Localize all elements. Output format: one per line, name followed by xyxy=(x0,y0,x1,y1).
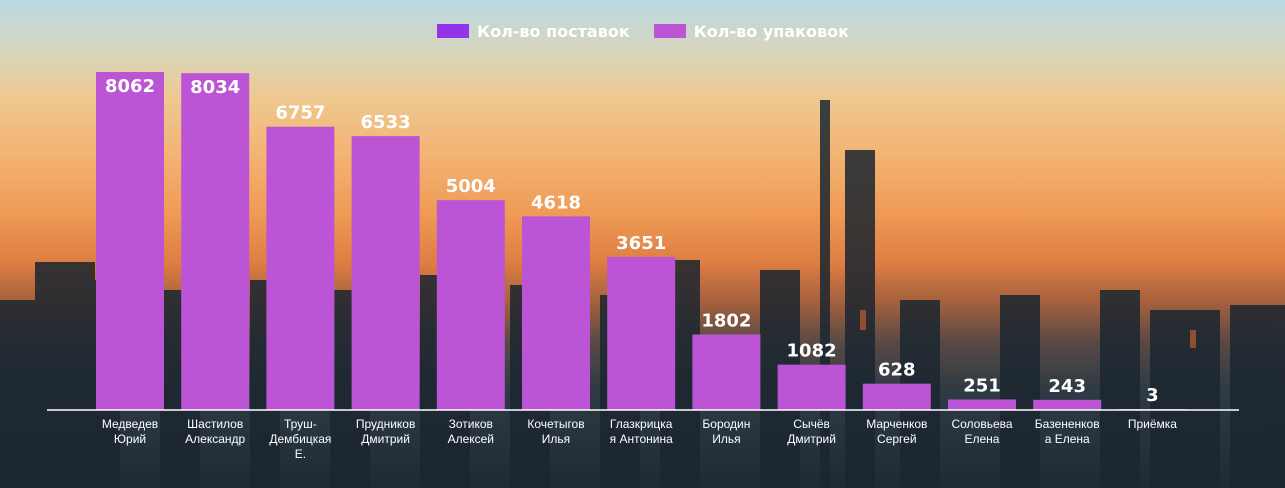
category-label-line: Базененков xyxy=(1035,417,1100,431)
category-label: Базененков а Елена xyxy=(1035,417,1100,446)
bar[interactable] xyxy=(607,256,676,410)
category-label-line: Соловьева xyxy=(951,417,1012,431)
bar-value-label: 1802 xyxy=(701,310,751,331)
category-label-line: Труш- xyxy=(284,417,317,431)
bar-value-label: 6533 xyxy=(361,112,411,133)
bar-value-label: 3 xyxy=(1146,385,1159,406)
category-label-line: Кочетыгов xyxy=(527,417,584,431)
category-label-line: Илья xyxy=(542,432,570,446)
legend-swatch-deliveries xyxy=(437,24,469,38)
category-label: Прудников Дмитрий xyxy=(356,417,416,446)
bar[interactable] xyxy=(436,200,505,410)
category-label: Сычёв Дмитрий xyxy=(787,417,836,446)
category-label-line: Медведев xyxy=(102,417,158,431)
legend-swatch-packages xyxy=(653,24,686,38)
bar[interactable] xyxy=(692,334,761,410)
bar[interactable] xyxy=(266,126,335,411)
bar-value-label: 4618 xyxy=(531,192,581,213)
category-label-line: Бородин xyxy=(702,417,750,431)
x-axis-labels: Медведев Юрий Шастилов Александр Труш-Дембиц… xyxy=(102,417,1177,461)
category-label-line: Алексей xyxy=(448,432,494,446)
category-label-line: Зотиков xyxy=(449,417,493,431)
bar[interactable] xyxy=(1033,399,1102,410)
category-label-line: Прудников xyxy=(356,417,416,431)
bar-value-label: 243 xyxy=(1048,376,1086,397)
category-label-line: Глазкрицка xyxy=(610,417,673,431)
category-label-line: Илья xyxy=(712,432,740,446)
bar[interactable] xyxy=(522,216,590,410)
category-label: Шастилов Александр xyxy=(185,417,245,446)
category-label-line: Сычёв xyxy=(793,417,830,431)
legend-item-deliveries: Кол-во поставок xyxy=(437,22,630,41)
legend-label-packages: Кол-во упаковок xyxy=(693,21,849,41)
category-label-line: Е. xyxy=(295,447,306,461)
category-label-line: Шастилов xyxy=(187,417,243,431)
bar[interactable] xyxy=(777,364,846,410)
category-label: Труш-Дембицкая Е. xyxy=(269,417,331,461)
category-label-line: а Елена xyxy=(1045,432,1090,446)
category-label: Приёмка xyxy=(1128,417,1177,431)
category-label-line: Сергей xyxy=(877,432,917,446)
category-label-line: я Антонина xyxy=(610,432,673,446)
category-label: Глазкрицка я Антонина xyxy=(610,417,673,446)
bar-value-label: 8034 xyxy=(190,77,240,98)
bar-value-label: 3651 xyxy=(616,233,666,254)
category-label-line: Марченков xyxy=(866,417,927,431)
category-label: Кочетыгов Илья xyxy=(527,417,584,446)
category-label-line: Приёмка xyxy=(1128,417,1177,431)
bar-group: 8062 8034 6757 6533 5004 4618 3651 1802 1082 628 2… xyxy=(96,72,1187,411)
category-label: Марченков Сергей xyxy=(866,417,927,446)
category-label-line: Юрий xyxy=(114,432,146,446)
category-label-line: Дмитрий xyxy=(361,432,410,446)
bar-value-label: 8062 xyxy=(105,76,155,97)
bar[interactable] xyxy=(351,136,420,410)
bar[interactable] xyxy=(181,73,250,411)
bar-value-label: 1082 xyxy=(787,341,837,362)
bar-value-label: 5004 xyxy=(446,176,496,197)
bar-value-label: 6757 xyxy=(275,103,325,124)
category-label-line: Елена xyxy=(965,432,1000,446)
bar-value-label: 628 xyxy=(878,360,916,381)
category-label: Бородин Илья xyxy=(702,417,750,446)
legend-item-packages: Кол-во упаковок xyxy=(653,21,849,41)
bar[interactable] xyxy=(96,72,164,410)
bar[interactable] xyxy=(862,383,931,410)
category-label-line: Дмитрий xyxy=(787,432,836,446)
category-label: Медведев Юрий xyxy=(102,417,158,446)
chart-legend: Кол-во поставок Кол-во упаковок xyxy=(437,20,849,42)
category-label-line: Александр xyxy=(185,432,245,446)
category-label: Зотиков Алексей xyxy=(448,417,494,446)
bar[interactable] xyxy=(948,399,1016,410)
category-label-line: Дембицкая xyxy=(269,432,331,446)
category-label: Соловьева Елена xyxy=(951,417,1012,446)
legend-label-deliveries: Кол-во поставок xyxy=(477,21,630,41)
bar-value-label: 251 xyxy=(963,375,1001,396)
